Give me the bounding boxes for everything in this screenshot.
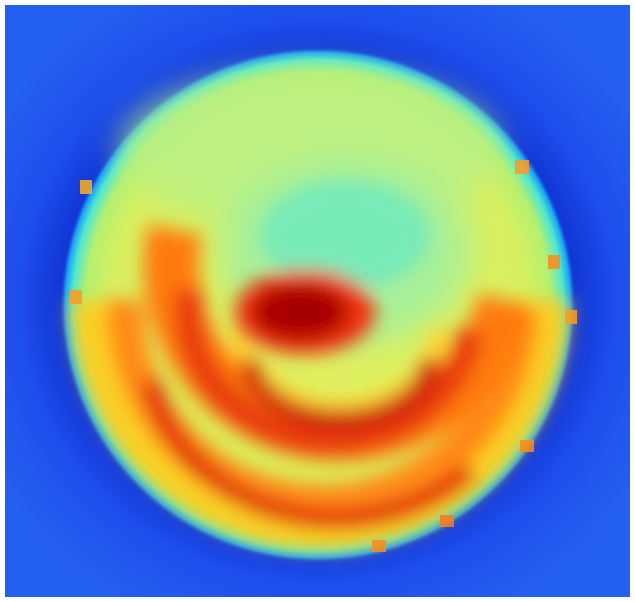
speckle bbox=[520, 440, 534, 452]
speckle bbox=[515, 160, 529, 174]
speckle bbox=[70, 290, 82, 304]
speckle bbox=[565, 310, 577, 324]
speckle bbox=[80, 180, 92, 194]
page: {} html, body { margin: 0; padding: 0; b… bbox=[0, 0, 635, 602]
dark-red-core bbox=[252, 284, 348, 340]
speckle bbox=[548, 255, 560, 269]
speckle bbox=[372, 540, 386, 552]
speckle bbox=[440, 515, 454, 527]
page-body bbox=[0, 0, 635, 602]
heatmap-image bbox=[0, 0, 635, 602]
